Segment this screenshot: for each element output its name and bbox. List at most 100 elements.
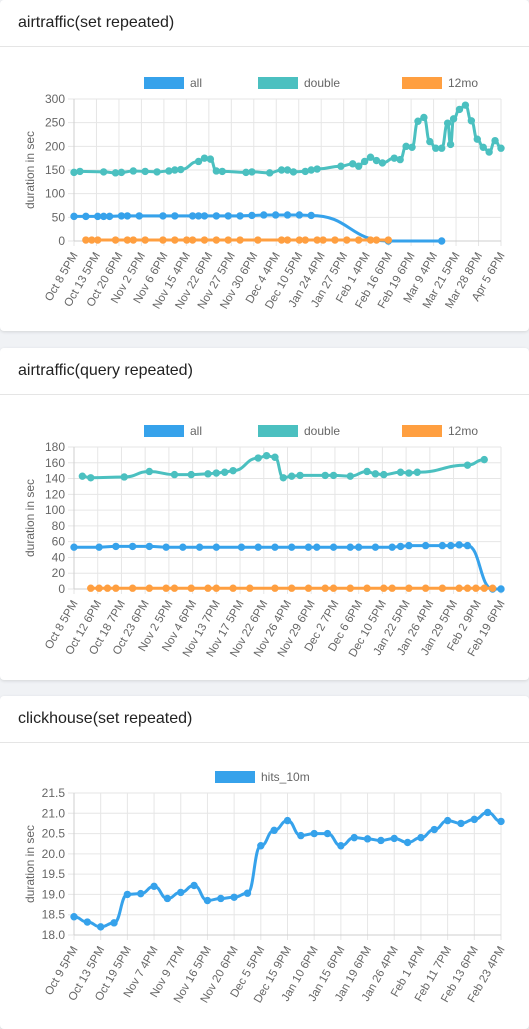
- data-point-hits_10m[interactable]: [137, 889, 145, 898]
- data-point-hits_10m[interactable]: [430, 825, 438, 834]
- data-point-double[interactable]: [204, 470, 212, 478]
- data-point-double[interactable]: [354, 162, 363, 170]
- data-point-all[interactable]: [304, 543, 313, 551]
- data-point-all[interactable]: [105, 212, 114, 221]
- data-point-12mo[interactable]: [384, 236, 393, 244]
- data-point-all[interactable]: [271, 543, 279, 551]
- data-point-double[interactable]: [408, 143, 416, 151]
- data-point-hits_10m[interactable]: [323, 829, 332, 838]
- data-point-double[interactable]: [187, 470, 195, 479]
- data-point-all[interactable]: [128, 542, 137, 551]
- data-point-double[interactable]: [363, 467, 371, 476]
- data-point-double[interactable]: [313, 165, 321, 173]
- data-point-all[interactable]: [346, 543, 354, 551]
- data-point-all[interactable]: [271, 211, 280, 219]
- data-point-hits_10m[interactable]: [203, 896, 212, 905]
- data-point-double[interactable]: [87, 474, 95, 482]
- data-point-double[interactable]: [111, 169, 120, 177]
- data-point-12mo[interactable]: [283, 236, 292, 244]
- data-point-double[interactable]: [479, 143, 487, 151]
- data-point-all[interactable]: [295, 211, 304, 219]
- data-point-all[interactable]: [200, 212, 209, 220]
- data-point-double[interactable]: [396, 155, 404, 164]
- data-point-double[interactable]: [402, 142, 410, 151]
- data-point-12mo[interactable]: [321, 584, 329, 592]
- data-point-all[interactable]: [283, 211, 292, 219]
- data-point-all[interactable]: [145, 542, 154, 551]
- data-point-double[interactable]: [194, 157, 203, 166]
- data-point-all[interactable]: [313, 543, 321, 551]
- data-point-double[interactable]: [221, 468, 229, 476]
- data-point-double[interactable]: [390, 154, 398, 162]
- data-point-12mo[interactable]: [301, 236, 309, 244]
- data-point-12mo[interactable]: [170, 584, 179, 592]
- data-point-hits_10m[interactable]: [497, 817, 505, 826]
- data-point-all[interactable]: [438, 541, 447, 550]
- data-point-double[interactable]: [414, 117, 422, 125]
- data-point-all[interactable]: [254, 543, 262, 551]
- data-point-double[interactable]: [120, 473, 128, 481]
- data-point-12mo[interactable]: [363, 584, 371, 592]
- data-point-all[interactable]: [195, 543, 204, 551]
- data-point-double[interactable]: [446, 140, 455, 149]
- data-point-all[interactable]: [455, 541, 463, 549]
- data-point-12mo[interactable]: [145, 584, 154, 592]
- data-point-12mo[interactable]: [472, 584, 480, 592]
- data-point-double[interactable]: [449, 115, 458, 123]
- data-point-12mo[interactable]: [346, 584, 354, 592]
- data-point-double[interactable]: [145, 467, 154, 476]
- data-point-double[interactable]: [99, 168, 108, 176]
- data-point-12mo[interactable]: [421, 584, 430, 592]
- data-point-double[interactable]: [165, 167, 173, 175]
- data-point-12mo[interactable]: [128, 584, 137, 592]
- data-point-all[interactable]: [237, 543, 246, 551]
- data-point-double[interactable]: [396, 468, 405, 476]
- data-point-hits_10m[interactable]: [270, 826, 278, 835]
- data-point-hits_10m[interactable]: [96, 923, 105, 931]
- data-point-double[interactable]: [380, 470, 388, 479]
- data-point-double[interactable]: [129, 167, 138, 175]
- data-point-double[interactable]: [461, 101, 470, 109]
- data-point-hits_10m[interactable]: [217, 894, 225, 903]
- data-point-hits_10m[interactable]: [363, 835, 372, 843]
- data-point-double[interactable]: [271, 453, 279, 461]
- data-point-double[interactable]: [296, 471, 304, 480]
- data-point-double[interactable]: [463, 461, 472, 469]
- data-point-double[interactable]: [455, 105, 464, 114]
- data-point-double[interactable]: [254, 454, 262, 462]
- data-point-all[interactable]: [447, 541, 455, 550]
- data-point-double[interactable]: [153, 168, 161, 176]
- data-point-all[interactable]: [236, 212, 244, 220]
- data-point-double[interactable]: [360, 157, 369, 166]
- data-point-12mo[interactable]: [287, 584, 296, 592]
- data-point-all[interactable]: [396, 542, 405, 551]
- data-point-hits_10m[interactable]: [350, 833, 358, 842]
- data-point-12mo[interactable]: [94, 236, 102, 244]
- data-point-hits_10m[interactable]: [403, 838, 412, 847]
- data-point-hits_10m[interactable]: [177, 888, 185, 897]
- data-point-hits_10m[interactable]: [310, 829, 318, 838]
- data-point-hits_10m[interactable]: [123, 890, 132, 899]
- data-point-hits_10m[interactable]: [243, 889, 252, 897]
- data-point-double[interactable]: [426, 137, 434, 146]
- data-point-12mo[interactable]: [111, 236, 120, 244]
- data-point-all[interactable]: [405, 541, 413, 550]
- data-point-12mo[interactable]: [271, 584, 279, 592]
- data-point-double[interactable]: [346, 472, 354, 480]
- data-point-double[interactable]: [117, 168, 126, 177]
- data-point-12mo[interactable]: [229, 584, 237, 592]
- data-point-all[interactable]: [70, 543, 78, 551]
- data-point-hits_10m[interactable]: [163, 894, 172, 903]
- data-point-double[interactable]: [70, 168, 78, 177]
- data-point-12mo[interactable]: [254, 236, 262, 244]
- data-point-hits_10m[interactable]: [230, 893, 238, 901]
- data-point-all[interactable]: [287, 543, 296, 551]
- data-point-double[interactable]: [200, 154, 209, 162]
- data-point-double[interactable]: [212, 167, 221, 175]
- data-point-12mo[interactable]: [405, 584, 413, 592]
- data-point-all[interactable]: [70, 212, 78, 221]
- data-point-12mo[interactable]: [354, 236, 363, 244]
- data-point-double[interactable]: [413, 468, 421, 476]
- data-point-all[interactable]: [437, 237, 446, 245]
- data-point-all[interactable]: [329, 543, 338, 551]
